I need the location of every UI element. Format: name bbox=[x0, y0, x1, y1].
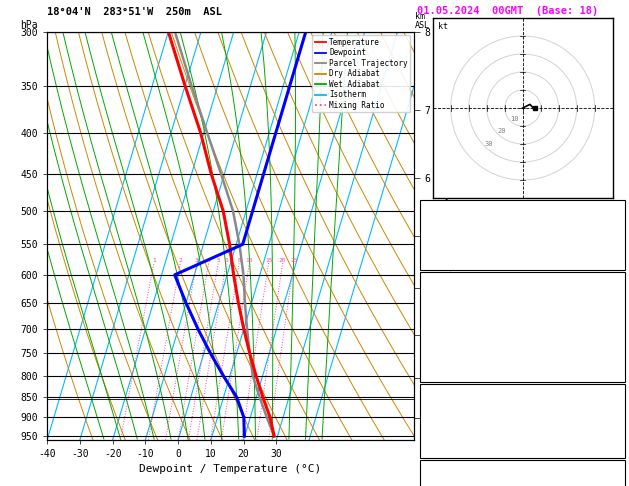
Text: Lifted Index: Lifted Index bbox=[423, 423, 488, 432]
Y-axis label: Mixing Ratio (g/kg): Mixing Ratio (g/kg) bbox=[441, 185, 450, 287]
Text: 15: 15 bbox=[265, 258, 272, 263]
Text: 30: 30 bbox=[485, 141, 493, 147]
Text: 31: 31 bbox=[611, 207, 622, 216]
Text: Totals Totals: Totals Totals bbox=[423, 230, 493, 240]
Text: Hodograph: Hodograph bbox=[499, 461, 547, 470]
Text: CAPE (J): CAPE (J) bbox=[423, 354, 466, 363]
Text: θₑ (K): θₑ (K) bbox=[423, 410, 455, 419]
Text: 3: 3 bbox=[195, 258, 199, 263]
Text: kt: kt bbox=[438, 22, 448, 31]
Text: 25: 25 bbox=[290, 258, 298, 263]
Text: 0: 0 bbox=[616, 447, 622, 456]
Text: EH: EH bbox=[423, 472, 434, 481]
Text: 5: 5 bbox=[216, 258, 220, 263]
Text: -3: -3 bbox=[611, 423, 622, 432]
Text: 4.01: 4.01 bbox=[601, 254, 622, 263]
Text: K: K bbox=[423, 207, 429, 216]
Text: 30: 30 bbox=[611, 483, 622, 486]
Text: CIN (J): CIN (J) bbox=[423, 447, 461, 456]
Text: hPa: hPa bbox=[19, 19, 37, 30]
Text: 18°04'N  283°51'W  250m  ASL: 18°04'N 283°51'W 250m ASL bbox=[47, 7, 222, 17]
Text: Most Unstable: Most Unstable bbox=[487, 386, 558, 395]
Text: -3: -3 bbox=[611, 338, 622, 347]
Text: Temp (°C): Temp (°C) bbox=[423, 291, 472, 300]
Text: 29: 29 bbox=[611, 291, 622, 300]
X-axis label: Dewpoint / Temperature (°C): Dewpoint / Temperature (°C) bbox=[140, 465, 321, 474]
Text: 01.05.2024  00GMT  (Base: 18): 01.05.2024 00GMT (Base: 18) bbox=[417, 5, 598, 16]
Text: 44: 44 bbox=[611, 230, 622, 240]
Text: Pressure (mb): Pressure (mb) bbox=[423, 398, 493, 407]
Text: 986: 986 bbox=[606, 398, 622, 407]
Text: km
ASL: km ASL bbox=[415, 12, 430, 30]
Text: 347: 347 bbox=[606, 410, 622, 419]
Text: 872: 872 bbox=[606, 435, 622, 444]
Text: 10: 10 bbox=[510, 116, 518, 122]
Text: CAPE (J): CAPE (J) bbox=[423, 435, 466, 444]
Text: 19.9: 19.9 bbox=[601, 307, 622, 316]
Text: LCL: LCL bbox=[420, 395, 435, 404]
Text: PW (cm): PW (cm) bbox=[423, 254, 461, 263]
Text: 1: 1 bbox=[152, 258, 156, 263]
Text: 20: 20 bbox=[611, 472, 622, 481]
Text: SREH: SREH bbox=[423, 483, 445, 486]
Text: 872: 872 bbox=[606, 354, 622, 363]
Text: θₑ(K): θₑ(K) bbox=[423, 323, 450, 331]
Text: Surface: Surface bbox=[504, 276, 542, 284]
Text: 20: 20 bbox=[498, 128, 506, 134]
Text: Lifted Index: Lifted Index bbox=[423, 338, 488, 347]
Legend: Temperature, Dewpoint, Parcel Trajectory, Dry Adiabat, Wet Adiabat, Isotherm, Mi: Temperature, Dewpoint, Parcel Trajectory… bbox=[313, 35, 410, 112]
Text: 20: 20 bbox=[279, 258, 286, 263]
Text: 2: 2 bbox=[179, 258, 182, 263]
Text: 6: 6 bbox=[225, 258, 228, 263]
Text: 8: 8 bbox=[237, 258, 241, 263]
Text: 10: 10 bbox=[246, 258, 253, 263]
Text: 347: 347 bbox=[606, 323, 622, 331]
Text: 0: 0 bbox=[616, 370, 622, 379]
Text: 4: 4 bbox=[207, 258, 211, 263]
Text: Dewp (°C): Dewp (°C) bbox=[423, 307, 472, 316]
Text: CIN (J): CIN (J) bbox=[423, 370, 461, 379]
